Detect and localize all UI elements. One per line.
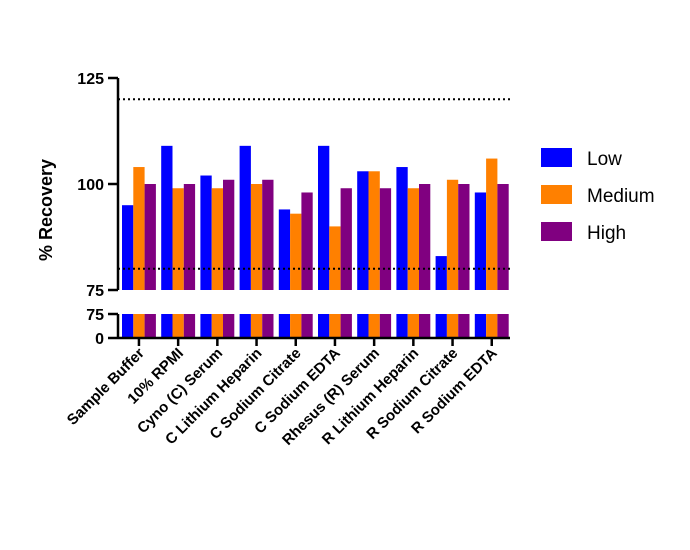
bar-medium-r-sodium-citrate xyxy=(446,179,459,290)
bar-lower-high-cyno-c-serum xyxy=(223,314,235,338)
bar-lower-high-c-sodium-citrate xyxy=(301,314,313,338)
bar-medium-rhesus-r-serum xyxy=(368,171,380,290)
bar-low-sample-buffer xyxy=(122,205,134,290)
legend-swatch-medium xyxy=(541,185,572,204)
y-axis-label: % Recovery xyxy=(36,159,56,261)
bars-upper-segment xyxy=(122,145,509,290)
bar-lower-high-sample-buffer xyxy=(144,314,156,338)
bar-lower-high-c-lithium-heparin xyxy=(262,314,274,338)
bar-lower-medium-c-sodium-citrate xyxy=(290,314,302,338)
legend-label-high: High xyxy=(587,223,626,244)
bar-lower-high-10-rpmi xyxy=(183,314,196,338)
bar-medium-c-sodium-edta xyxy=(329,226,341,290)
bar-lower-medium-r-sodium-citrate xyxy=(446,314,459,338)
bar-lower-low-r-sodium-citrate xyxy=(435,314,447,338)
y-tick-label: 100 xyxy=(77,177,104,194)
y-tick-label: 75 xyxy=(86,307,104,324)
bar-lower-medium-c-sodium-edta xyxy=(329,314,341,338)
bar-high-c-sodium-citrate xyxy=(301,192,313,290)
bar-lower-low-rhesus-r-serum xyxy=(357,314,369,338)
bar-lower-medium-cyno-c-serum xyxy=(211,314,223,338)
bar-low-c-sodium-citrate xyxy=(278,209,291,290)
bar-high-rhesus-r-serum xyxy=(379,188,392,290)
bar-lower-low-c-sodium-edta xyxy=(318,314,330,338)
bar-low-rhesus-r-serum xyxy=(357,171,369,290)
bar-medium-r-sodium-edta xyxy=(486,158,498,290)
bar-medium-cyno-c-serum xyxy=(211,188,223,290)
bar-lower-low-sample-buffer xyxy=(122,314,134,338)
bar-lower-low-c-sodium-citrate xyxy=(278,314,291,338)
bar-high-r-sodium-edta xyxy=(497,184,509,290)
legend-label-medium: Medium xyxy=(587,186,655,207)
bar-medium-10-rpmi xyxy=(172,188,184,290)
bar-lower-low-r-sodium-edta xyxy=(474,314,487,338)
bar-lower-high-c-sodium-edta xyxy=(340,314,352,338)
bar-lower-medium-r-lithium-heparin xyxy=(407,314,419,338)
y-tick-label: 0 xyxy=(95,331,104,348)
bar-lower-high-rhesus-r-serum xyxy=(379,314,392,338)
bar-lower-high-r-lithium-heparin xyxy=(419,314,431,338)
bar-high-cyno-c-serum xyxy=(223,179,235,290)
bars-lower-segment xyxy=(122,314,509,338)
bar-low-10-rpmi xyxy=(161,145,173,290)
legend: Low Medium High xyxy=(541,148,655,244)
bar-lower-medium-c-lithium-heparin xyxy=(250,314,263,338)
reference-lines xyxy=(118,98,510,270)
bar-lower-low-10-rpmi xyxy=(161,314,173,338)
y-tick-label: 125 xyxy=(77,71,104,88)
bar-low-r-sodium-citrate xyxy=(435,256,447,290)
bar-lower-medium-rhesus-r-serum xyxy=(368,314,380,338)
bar-medium-r-lithium-heparin xyxy=(407,188,419,290)
y-tick-label: 75 xyxy=(86,283,104,300)
bar-low-r-sodium-edta xyxy=(474,192,487,290)
bar-medium-c-sodium-citrate xyxy=(290,213,302,290)
bar-lower-low-c-lithium-heparin xyxy=(239,314,251,338)
bar-high-r-lithium-heparin xyxy=(419,184,431,290)
bar-lower-low-cyno-c-serum xyxy=(200,314,212,338)
bar-lower-high-r-sodium-edta xyxy=(497,314,509,338)
bar-lower-medium-r-sodium-edta xyxy=(486,314,498,338)
legend-swatch-low xyxy=(541,148,572,167)
bar-high-r-sodium-citrate xyxy=(458,184,470,290)
bar-lower-medium-10-rpmi xyxy=(172,314,184,338)
bar-low-c-sodium-edta xyxy=(318,145,330,290)
bar-low-c-lithium-heparin xyxy=(239,145,251,290)
bar-low-cyno-c-serum xyxy=(200,175,212,290)
bar-high-c-sodium-edta xyxy=(340,188,352,290)
bar-medium-sample-buffer xyxy=(133,167,145,290)
y-axis-ticks: 75 100 125 0 75 xyxy=(77,71,118,348)
bar-low-r-lithium-heparin xyxy=(396,167,408,290)
legend-label-low: Low xyxy=(587,149,622,170)
bar-lower-low-r-lithium-heparin xyxy=(396,314,408,338)
bar-high-sample-buffer xyxy=(144,184,156,290)
bar-high-c-lithium-heparin xyxy=(262,179,274,290)
legend-swatch-high xyxy=(541,222,572,241)
bar-high-10-rpmi xyxy=(183,184,196,290)
bar-lower-medium-sample-buffer xyxy=(133,314,145,338)
bar-medium-c-lithium-heparin xyxy=(250,184,263,290)
bar-lower-high-r-sodium-citrate xyxy=(458,314,470,338)
